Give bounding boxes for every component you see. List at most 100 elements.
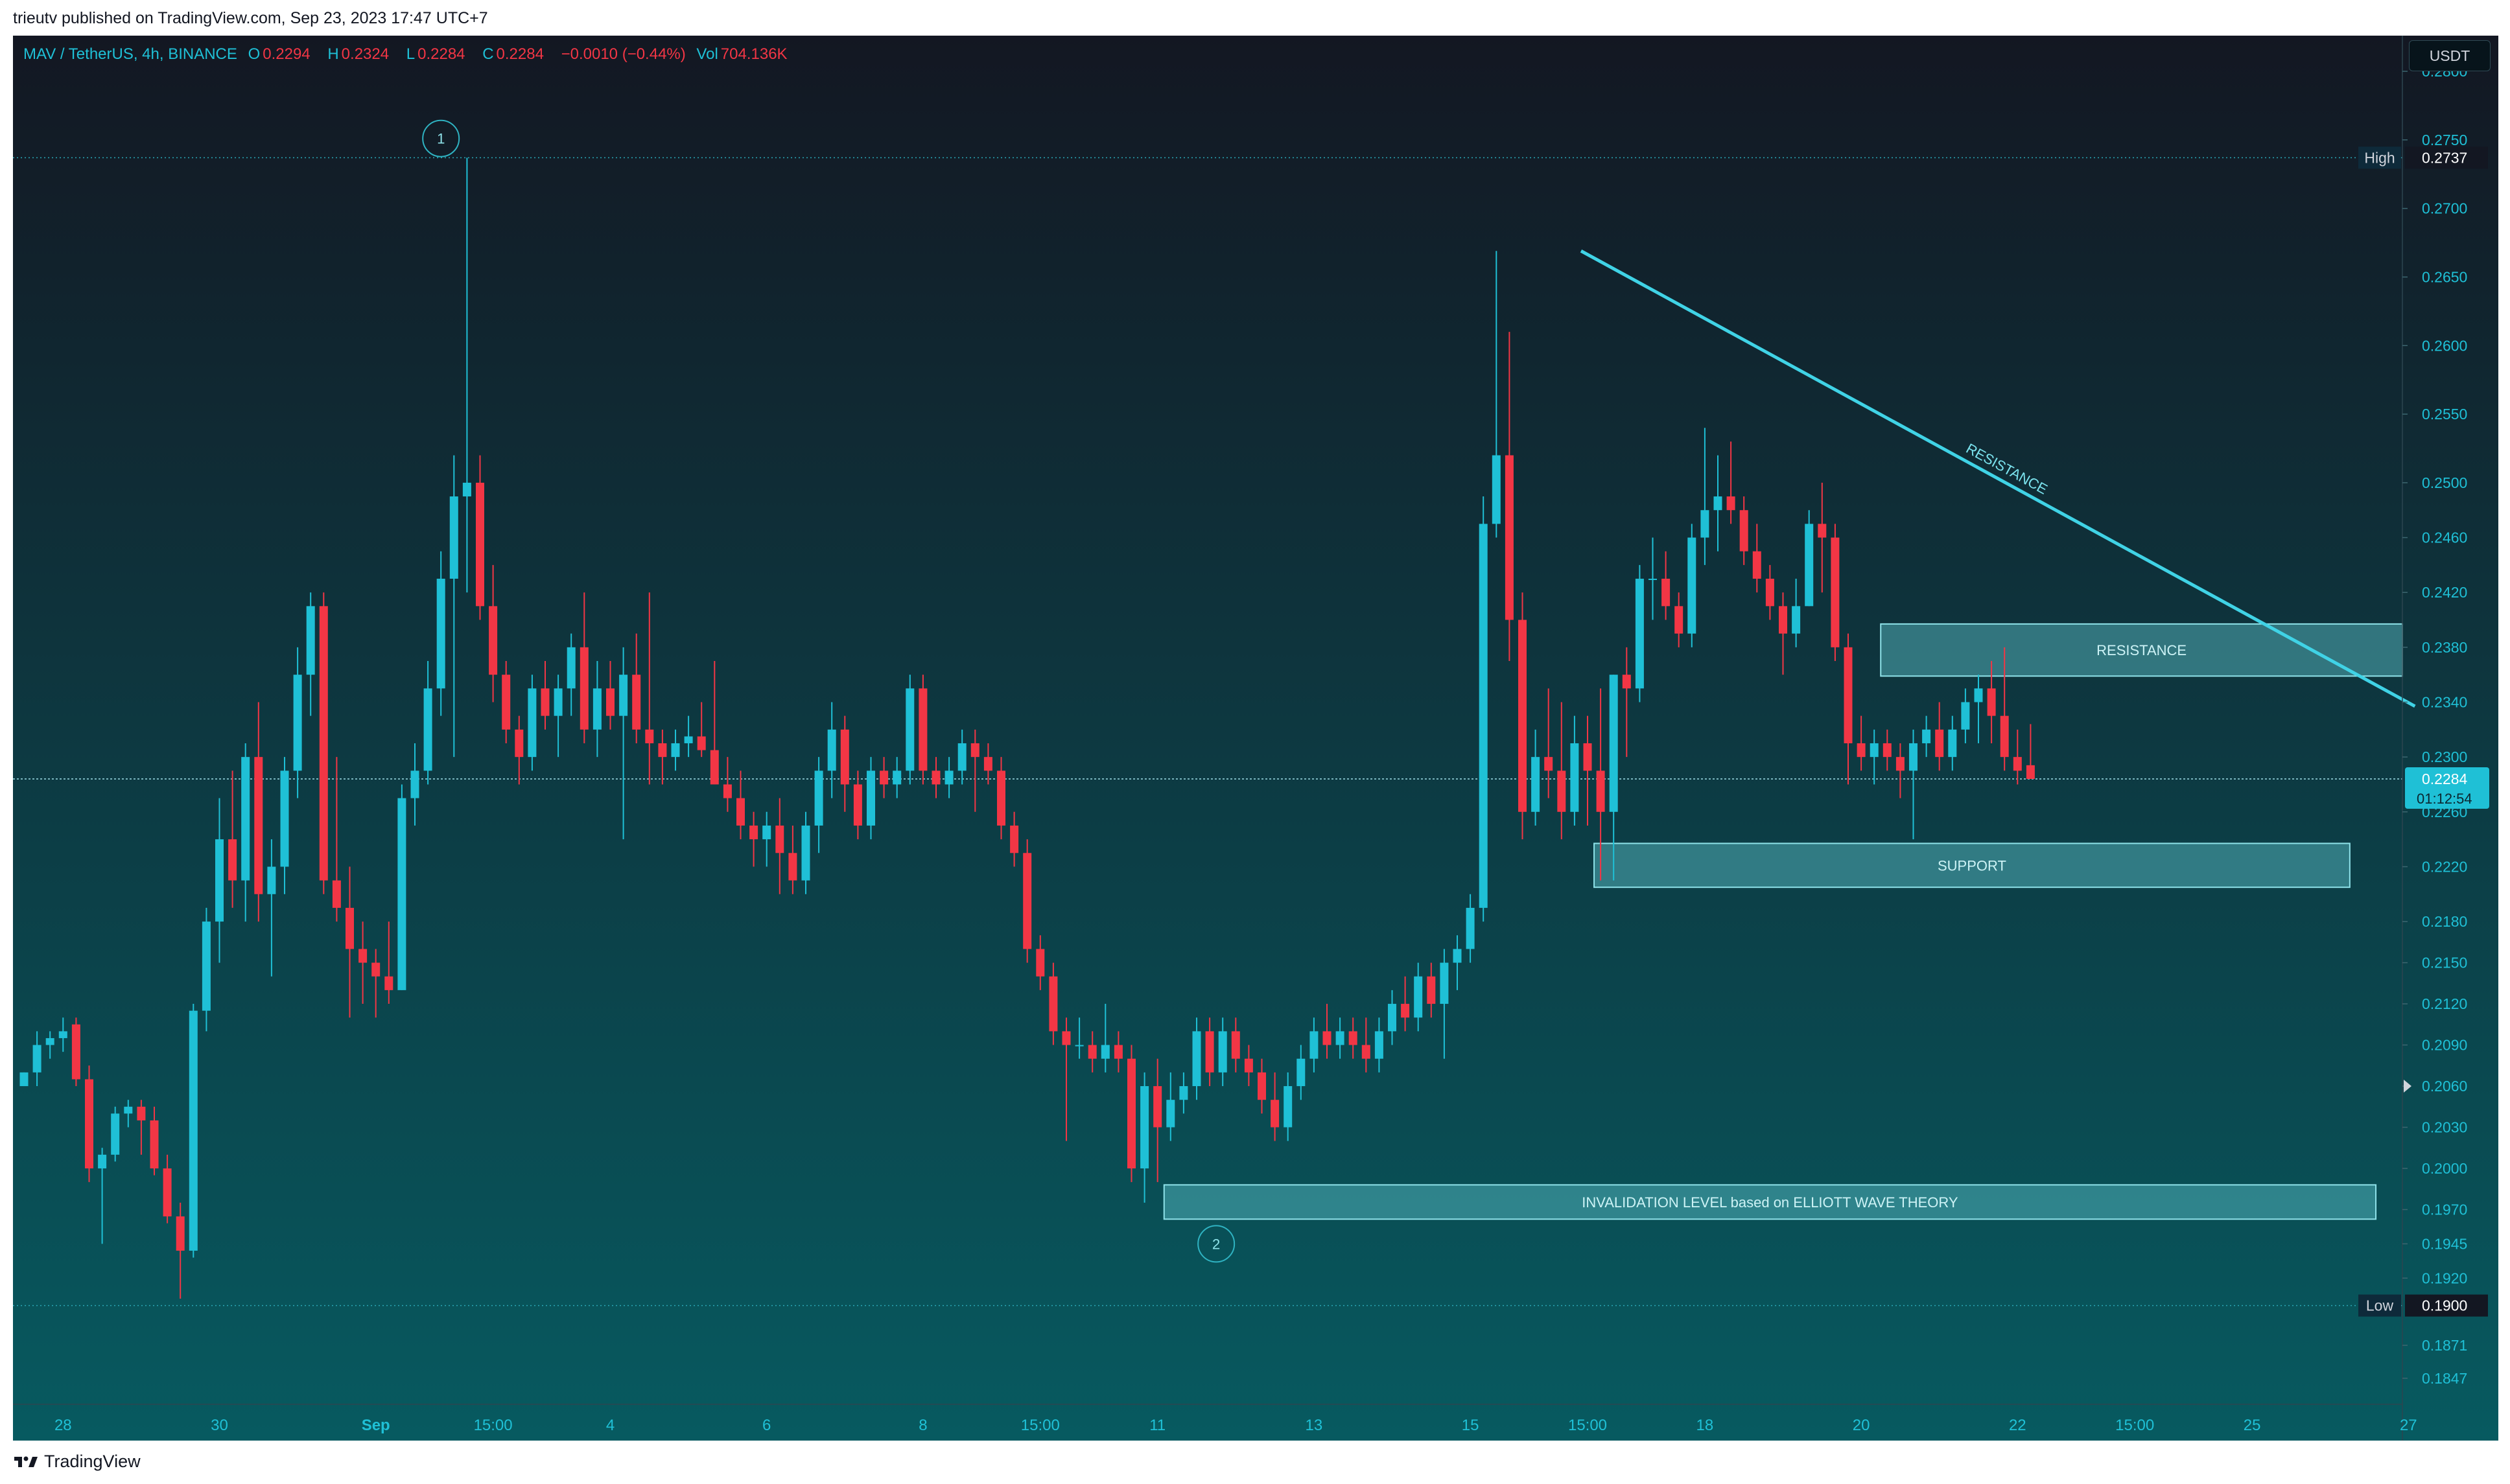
wave-label-circle[interactable] [1197, 1225, 1236, 1263]
price-tick-label: 0.2220 [2422, 858, 2467, 875]
candle-body [606, 688, 615, 716]
candle-body [1296, 1058, 1306, 1087]
candle-body [814, 771, 823, 826]
candle-body [697, 736, 706, 750]
candle-body [1726, 496, 1735, 511]
price-tick-label: 0.2700 [2422, 200, 2467, 217]
price-tick-label: 0.1945 [2422, 1235, 2467, 1252]
candle-body [749, 825, 758, 840]
candle-body [1322, 1031, 1331, 1045]
candle-body [1271, 1100, 1280, 1128]
candle-body [202, 922, 211, 1011]
candle-body [358, 949, 368, 963]
candle-body [1974, 688, 1983, 702]
candle-body [658, 743, 667, 758]
candle-body [515, 729, 524, 758]
candle-body [1570, 743, 1579, 812]
candle-body [111, 1113, 120, 1155]
candle-body [788, 853, 797, 881]
price-tick-label: 0.2460 [2422, 529, 2467, 546]
price-tick-label: 0.1920 [2422, 1270, 2467, 1286]
candle-body [1505, 455, 1514, 620]
candle-body [1440, 962, 1449, 1004]
candle-body [1374, 1031, 1383, 1059]
zone-box-2[interactable] [1593, 842, 2351, 888]
high-marker-tag [2358, 146, 2401, 169]
candle-body [528, 688, 537, 758]
close-label: C [482, 45, 494, 63]
candle-body [1700, 510, 1709, 538]
candle-body [176, 1216, 185, 1251]
candle-body [1544, 757, 1553, 771]
brand-name: TradingView [44, 1452, 141, 1471]
candle-body [71, 1024, 80, 1080]
candle-body [371, 962, 381, 977]
candle-body [2026, 765, 2035, 779]
candle-body [970, 743, 979, 758]
wave-label-circle[interactable] [422, 119, 460, 157]
candle-body [1466, 907, 1475, 949]
symbol-name[interactable]: MAV / TetherUS, 4h, BINANCE [23, 45, 237, 63]
price-tick-label: 0.2030 [2422, 1119, 2467, 1136]
candle-body [762, 825, 771, 840]
candle-body [997, 771, 1005, 826]
tradingview-logo[interactable]: TradingView [13, 1452, 141, 1472]
candle-body [580, 647, 589, 730]
candle-body [1205, 1031, 1214, 1072]
candle-body [150, 1120, 159, 1169]
wave-label-1: 1 [437, 131, 445, 147]
chart-area[interactable]: RESISTANCE SUPPORT INVALIDATION LEVEL base… [13, 36, 2498, 1441]
candle-body [254, 757, 263, 894]
scroll-right-icon[interactable] [2404, 1080, 2411, 1093]
header-bar: trieutv published on TradingView.com, Se… [0, 0, 2510, 36]
annotation-zones[interactable]: RESISTANCE SUPPORT INVALIDATION LEVEL base… [1163, 623, 2403, 1220]
open-label: O [248, 45, 261, 63]
candle-body [1831, 537, 1840, 647]
candle-body [1414, 976, 1423, 1018]
candle-body [1101, 1045, 1110, 1059]
candle-body [346, 907, 354, 949]
candle-body [840, 729, 849, 785]
candle-body [1648, 579, 1657, 581]
candle-body [489, 606, 498, 675]
candle-body [632, 675, 641, 730]
time-tick-label: 30 [211, 1417, 228, 1434]
resistance-trendline[interactable] [1580, 249, 2416, 708]
zone-box-3[interactable] [1163, 1184, 2377, 1220]
last-price-tag[interactable] [2405, 767, 2489, 809]
candle-body [1779, 606, 1787, 634]
candle-body [1218, 1031, 1227, 1072]
currency-button[interactable]: USDT [2409, 40, 2491, 71]
candle-body [1531, 757, 1540, 812]
low-marker-tag [2358, 1294, 2401, 1317]
footer-bar [0, 1441, 2510, 1484]
candle-body [1088, 1045, 1097, 1059]
time-tick-label: 28 [54, 1417, 72, 1434]
close-value: 0.2284 [496, 45, 544, 63]
price-tick-label: 0.2000 [2422, 1160, 2467, 1177]
price-tick-label: 0.2380 [2422, 639, 2467, 656]
candle-body [684, 736, 693, 743]
zone-label-1: RESISTANCE [2096, 642, 2187, 658]
candle-body [932, 771, 941, 785]
price-tick-label: 0.2650 [2422, 268, 2467, 285]
low-marker-value-box [2405, 1294, 2488, 1317]
time-tick-label: 8 [919, 1417, 927, 1434]
zone-box-1[interactable] [1880, 623, 2403, 677]
candle-body [228, 839, 237, 881]
time-tick-label: 18 [1696, 1417, 1714, 1434]
candle-body [1049, 976, 1058, 1032]
candle-body [1192, 1031, 1201, 1087]
price-tick-label: 0.2750 [2422, 132, 2467, 148]
price-tick-label: 0.2060 [2422, 1078, 2467, 1095]
symbol-legend: MAV / TetherUS, 4h, BINANCE O 0.2294 H 0.2… [23, 45, 801, 64]
price-tick-label: 0.2550 [2422, 406, 2467, 423]
candle-body [1713, 496, 1722, 511]
candle-body [19, 1072, 29, 1087]
candles [19, 157, 2035, 1299]
candlestick-chart[interactable]: RESISTANCE SUPPORT INVALIDATION LEVEL base… [13, 36, 2498, 1441]
last-price-value: 0.2284 [2422, 771, 2468, 787]
candle-body [1596, 771, 1605, 812]
candle-body [1127, 1058, 1136, 1169]
candle-body [592, 688, 602, 730]
